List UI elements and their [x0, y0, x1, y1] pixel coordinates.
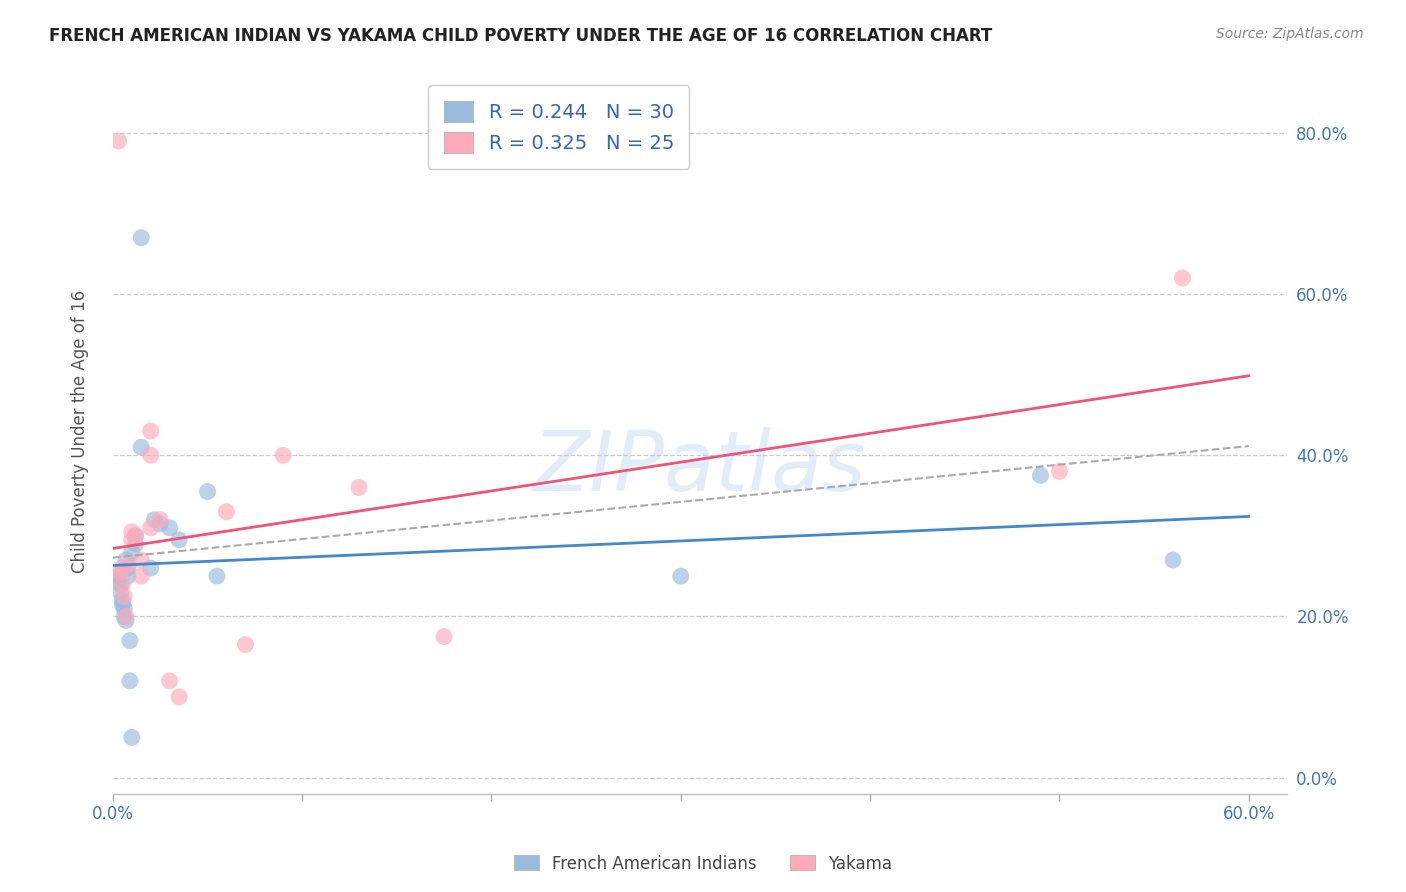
- Point: [159, 521, 181, 535]
- Point: [111, 577, 134, 591]
- Point: [112, 589, 135, 603]
- Point: [124, 529, 146, 543]
- Text: Source: ZipAtlas.com: Source: ZipAtlas.com: [1216, 27, 1364, 41]
- Point: [1171, 271, 1194, 285]
- Point: [159, 673, 181, 688]
- Legend: R = 0.244   N = 30, R = 0.325   N = 25: R = 0.244 N = 30, R = 0.325 N = 25: [429, 86, 689, 169]
- Point: [139, 448, 162, 462]
- Point: [149, 516, 172, 531]
- Point: [107, 569, 129, 583]
- Point: [1049, 464, 1071, 478]
- Point: [110, 577, 132, 591]
- Point: [347, 481, 370, 495]
- Point: [139, 561, 162, 575]
- Y-axis label: Child Poverty Under the Age of 16: Child Poverty Under the Age of 16: [72, 290, 89, 573]
- Point: [235, 638, 257, 652]
- Text: ZIPatlas: ZIPatlas: [533, 427, 866, 508]
- Point: [129, 569, 152, 583]
- Point: [139, 521, 162, 535]
- Point: [139, 424, 162, 438]
- Point: [111, 561, 134, 575]
- Point: [117, 561, 139, 575]
- Point: [112, 609, 135, 624]
- Point: [197, 484, 219, 499]
- Point: [271, 448, 294, 462]
- Point: [111, 593, 134, 607]
- Point: [117, 557, 139, 571]
- Legend: French American Indians, Yakama: French American Indians, Yakama: [508, 848, 898, 880]
- Point: [129, 440, 152, 454]
- Point: [167, 533, 190, 547]
- Point: [115, 553, 138, 567]
- Point: [121, 524, 143, 539]
- Point: [129, 231, 152, 245]
- Point: [115, 614, 138, 628]
- Point: [112, 601, 135, 615]
- Point: [205, 569, 228, 583]
- Point: [121, 545, 143, 559]
- Text: FRENCH AMERICAN INDIAN VS YAKAMA CHILD POVERTY UNDER THE AGE OF 16 CORRELATION C: FRENCH AMERICAN INDIAN VS YAKAMA CHILD P…: [49, 27, 993, 45]
- Point: [124, 537, 146, 551]
- Point: [149, 513, 172, 527]
- Point: [1161, 553, 1184, 567]
- Point: [110, 565, 132, 579]
- Point: [1029, 468, 1052, 483]
- Point: [107, 134, 129, 148]
- Point: [129, 553, 152, 567]
- Point: [107, 573, 129, 587]
- Point: [143, 513, 166, 527]
- Point: [121, 731, 143, 745]
- Point: [433, 630, 456, 644]
- Point: [167, 690, 190, 704]
- Point: [215, 505, 238, 519]
- Point: [111, 597, 134, 611]
- Point: [124, 529, 146, 543]
- Point: [118, 673, 141, 688]
- Point: [115, 609, 138, 624]
- Point: [110, 585, 132, 599]
- Point: [117, 569, 139, 583]
- Point: [118, 633, 141, 648]
- Point: [669, 569, 692, 583]
- Point: [121, 533, 143, 547]
